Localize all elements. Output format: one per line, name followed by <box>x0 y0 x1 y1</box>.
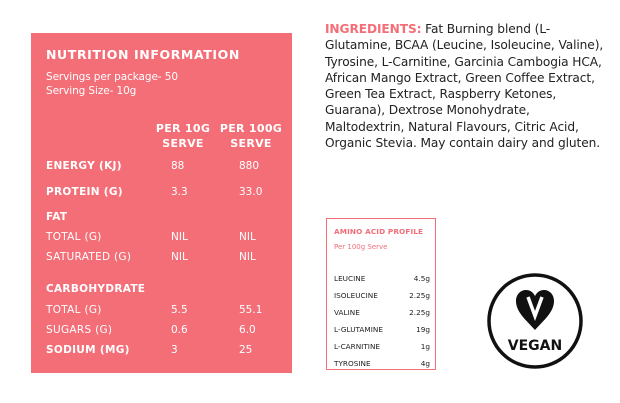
amino-acid-profile-box: AMINO ACID PROFILE Per 100g Serve LEUCIN… <box>326 218 436 370</box>
ingredients-heading: INGREDIENTS: <box>325 22 422 36</box>
amino-qty: 2.25g <box>409 291 430 300</box>
nutrition-row-sodium: SODIUM (MG) 3 25 <box>31 344 292 358</box>
amino-qty: 4g <box>420 359 430 368</box>
column-header-line: SERVE <box>162 137 204 150</box>
row-value-per-100g: 25 <box>239 344 253 356</box>
nutrition-row-fat-saturated: SATURATED (G) NIL NIL <box>31 251 292 265</box>
amino-qty: 4.5g <box>413 274 430 283</box>
nutrition-row-sugars: SUGARS (G) 0.6 6.0 <box>31 324 292 338</box>
row-value-per-100g: NIL <box>239 231 256 243</box>
nutrition-row-fat-total: TOTAL (G) NIL NIL <box>31 231 292 245</box>
amino-name: LEUCINE <box>334 274 366 283</box>
nutrition-row-carbohydrate-heading: CARBOHYDRATE <box>31 283 292 297</box>
row-value-per-10g: 0.6 <box>171 324 188 336</box>
amino-name: ISOLEUCINE <box>334 291 378 300</box>
row-value-per-10g: 3 <box>171 344 178 356</box>
nutrition-panel: NUTRITION INFORMATION Servings per packa… <box>31 33 292 373</box>
row-value-per-10g: 88 <box>171 160 185 172</box>
column-header-line: PER 10G <box>155 122 211 135</box>
amino-name: TYROSINE <box>334 359 371 368</box>
column-header-line: SERVE <box>230 137 272 150</box>
row-value-per-10g: 5.5 <box>171 304 188 316</box>
row-label: FAT <box>46 211 68 223</box>
serving-size: Serving Size- 10g <box>46 85 137 97</box>
row-value-per-100g: 6.0 <box>239 324 256 336</box>
nutrition-row-carb-total: TOTAL (G) 5.5 55.1 <box>31 304 292 318</box>
nutrition-row-fat-heading: FAT <box>31 211 292 225</box>
row-label: ENERGY (KJ) <box>46 160 122 172</box>
row-value-per-10g: NIL <box>171 231 188 243</box>
row-label: SUGARS (G) <box>46 324 113 336</box>
amino-qty: 1g <box>420 342 430 351</box>
vegan-label: VEGAN <box>508 338 562 354</box>
row-value-per-100g: 55.1 <box>239 304 263 316</box>
vegan-heart-v-icon: VEGAN <box>487 273 583 369</box>
nutrition-row-energy: ENERGY (KJ) 88 880 <box>31 160 292 174</box>
amino-qty: 19g <box>416 325 430 334</box>
amino-title: AMINO ACID PROFILE <box>334 227 424 236</box>
row-label: TOTAL (G) <box>46 231 102 243</box>
ingredients-text: INGREDIENTS: Fat Burning blend (L-Glutam… <box>325 21 610 151</box>
row-label: SODIUM (MG) <box>46 344 130 356</box>
amino-subtitle: Per 100g Serve <box>334 243 388 251</box>
amino-name: L-GLUTAMINE <box>334 325 383 334</box>
nutrition-row-protein: PROTEIN (G) 3.3 33.0 <box>31 186 292 200</box>
ingredients-body: Fat Burning blend (L-Glutamine, BCAA (Le… <box>325 22 604 151</box>
row-label: SATURATED (G) <box>46 251 132 263</box>
nutrition-title: NUTRITION INFORMATION <box>46 47 240 62</box>
row-label: PROTEIN (G) <box>46 186 123 198</box>
column-header-line: PER 100G <box>219 122 283 135</box>
row-value-per-100g: NIL <box>239 251 256 263</box>
vegan-badge: VEGAN <box>486 272 584 370</box>
row-value-per-100g: 880 <box>239 160 260 172</box>
column-header-per-10g: PER 10G SERVE <box>153 121 213 151</box>
amino-name: VALINE <box>334 308 360 317</box>
row-value-per-10g: 3.3 <box>171 186 188 198</box>
row-label: CARBOHYDRATE <box>46 283 146 295</box>
amino-qty: 2.25g <box>409 308 430 317</box>
amino-name: L-CARNITINE <box>334 342 381 351</box>
column-header-per-100g: PER 100G SERVE <box>217 121 285 151</box>
servings-per-package: Servings per package- 50 <box>46 71 178 83</box>
row-value-per-10g: NIL <box>171 251 188 263</box>
row-label: TOTAL (G) <box>46 304 102 316</box>
row-value-per-100g: 33.0 <box>239 186 263 198</box>
